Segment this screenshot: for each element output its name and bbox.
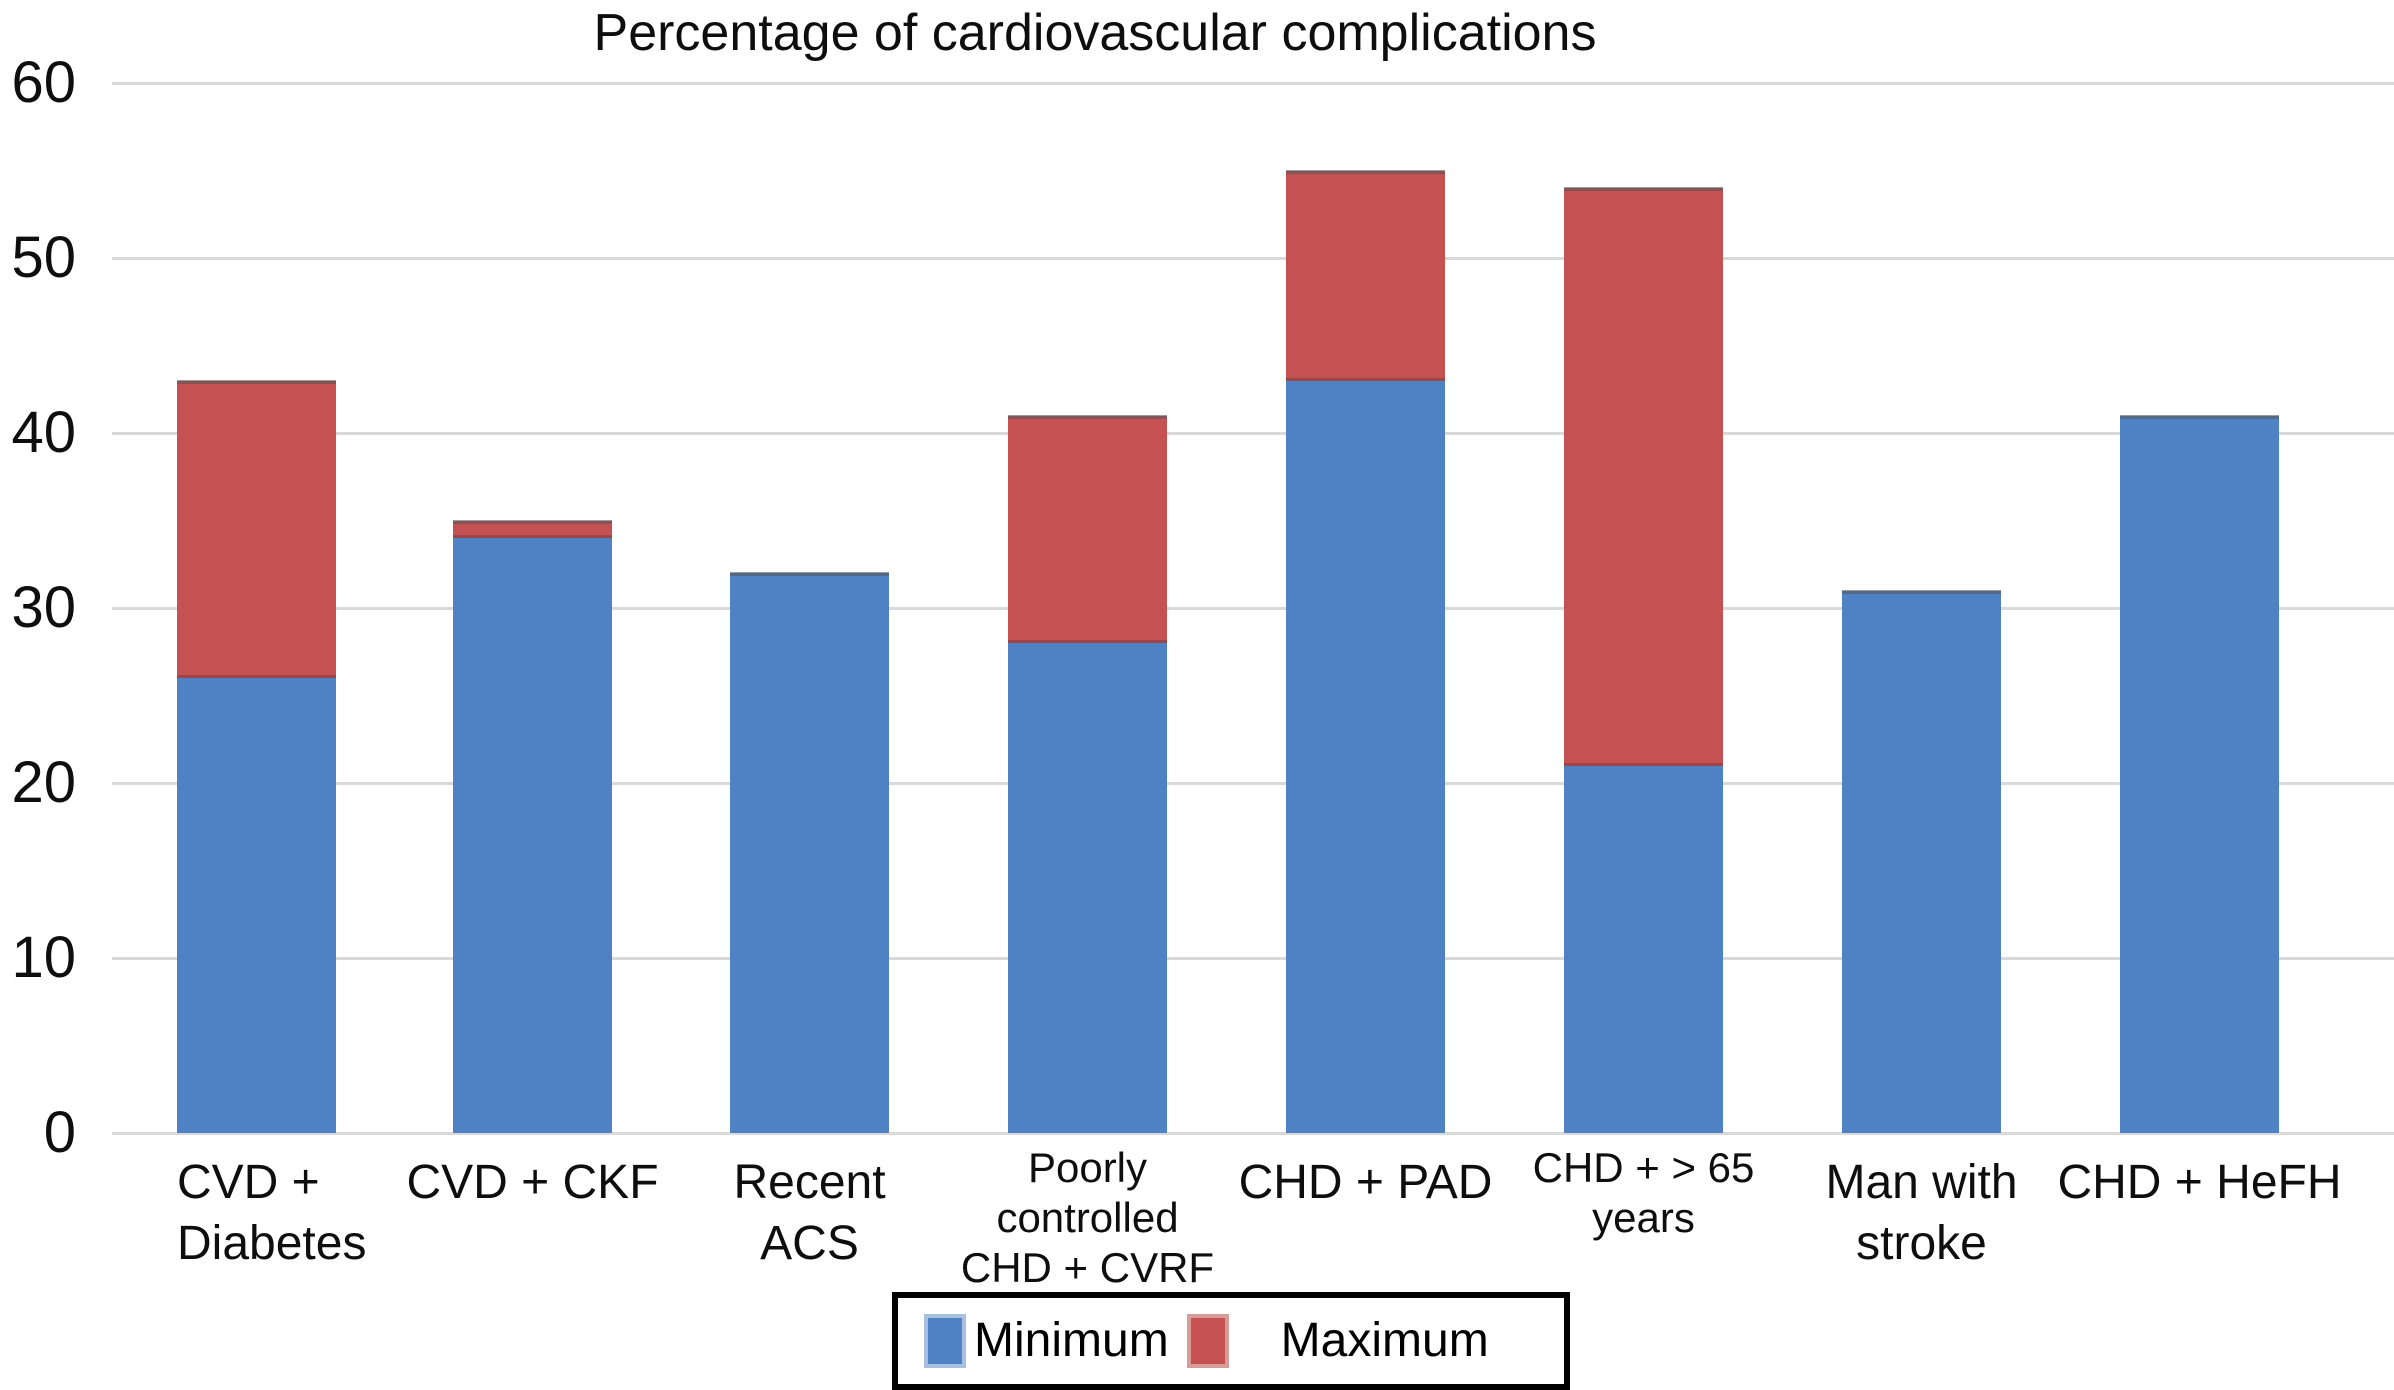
bar-segment-maximum (1564, 188, 1723, 766)
bar-4-chd-pad (1286, 169, 1445, 1133)
legend-label-minimum: Minimum (974, 1314, 1169, 1367)
gridline-20 (112, 782, 2394, 785)
x-axis-label-line: Recent (733, 1156, 886, 1209)
y-tick-label-10: 10 (11, 925, 76, 990)
legend-label-maximum: Maximum (1280, 1314, 1489, 1367)
bar-3-poorly-controlled-chd-cvrf (1008, 414, 1167, 1133)
x-axis-label-line: CHD + HeFH (2057, 1156, 2342, 1209)
bar-top-edge (177, 379, 336, 384)
bar-top-edge (1842, 589, 2001, 594)
x-axis-label-line: Man with (1825, 1156, 2018, 1209)
bar-segment-maximum (453, 520, 612, 538)
bar-top-edge (730, 572, 889, 576)
bar-7-chd-hefh (2120, 414, 2279, 1133)
bar-segment-minimum (1286, 380, 1445, 1133)
bar-segment-minimum (2120, 415, 2279, 1133)
bar-segment-maximum (1286, 170, 1445, 381)
x-axis-label-cvd-diabetes: CVD + Diabetes (177, 1152, 557, 1274)
y-tick-label-50: 50 (11, 225, 76, 290)
x-axis-label-line: CVD + (177, 1156, 320, 1209)
x-axis-label-chd-pad: CHD + PAD (1176, 1152, 1556, 1213)
bar-top-edge (1286, 169, 1445, 174)
x-axis-label-line: ACS (760, 1217, 859, 1270)
legend-swatch-maximum (1186, 1314, 1229, 1368)
gridline-60 (112, 82, 2394, 85)
bar-1-cvd-ckf (453, 519, 612, 1133)
bar-2-recent-acs (730, 572, 889, 1133)
y-tick-label-0: 0 (43, 1100, 76, 1165)
bar-segment-maximum (177, 380, 336, 678)
x-axis-label-recent-acs: Recent ACS (620, 1152, 1000, 1274)
bar-segment-minimum (177, 678, 336, 1133)
chart-title: Percentage of cardiovascular complicatio… (593, 4, 1597, 62)
bar-segment-minimum (730, 573, 889, 1133)
x-axis-label-cvd-ckf: CVD + CKF (343, 1152, 723, 1213)
bar-segment-minimum (1564, 765, 1723, 1133)
x-axis-label-poorly-controlled-chd-cvrf: Poorly controlled CHD + CVRF (898, 1143, 1278, 1293)
bar-top-edge (1008, 414, 1167, 419)
x-axis-label-chd-65-years: CHD + > 65 years (1454, 1143, 1834, 1243)
gridline-10 (112, 957, 2394, 960)
legend: Minimum Maximum (892, 1292, 1570, 1390)
x-axis-label-line: CHD + CVRF (960, 1244, 1215, 1291)
bar-6-man-with-stroke (1842, 589, 2001, 1133)
y-tick-label-30: 30 (11, 575, 76, 640)
gridline-30 (112, 607, 2394, 610)
x-axis-label-line: years (1592, 1194, 1695, 1241)
bar-top-edge (2120, 414, 2279, 419)
bar-0-cvd-diabetes (177, 379, 336, 1133)
gridline-40 (112, 432, 2394, 435)
bar-segment-minimum (1842, 590, 2001, 1133)
y-tick-label-60: 60 (11, 50, 76, 115)
y-tick-label-20: 20 (11, 750, 76, 815)
x-axis-label-line: CVD + CKF (406, 1156, 659, 1209)
x-axis-label-line: CHD + > 65 (1532, 1144, 1755, 1191)
bar-top-edge (453, 519, 612, 524)
bar-segment-minimum (453, 538, 612, 1133)
x-axis-label-line: stroke (1856, 1217, 1987, 1270)
x-axis-label-line: Diabetes (177, 1217, 367, 1270)
gridline-50 (112, 257, 2394, 260)
bar-segment-maximum (1008, 415, 1167, 643)
legend-swatch-minimum (924, 1314, 966, 1368)
y-tick-label-40: 40 (11, 400, 76, 465)
bar-5-chd-65-years (1564, 187, 1723, 1133)
x-axis-label-man-with-stroke: Man with stroke (1732, 1152, 2112, 1274)
x-axis-label-chd-hefh: CHD + HeFH (2010, 1152, 2390, 1213)
x-axis-label-line: CHD + PAD (1238, 1156, 1493, 1209)
bar-segment-minimum (1008, 643, 1167, 1133)
x-axis-label-line: controlled (996, 1194, 1179, 1241)
x-axis-label-line: Poorly (1027, 1144, 1148, 1191)
gridline-0 (112, 1132, 2394, 1135)
bar-top-edge (1564, 187, 1723, 191)
